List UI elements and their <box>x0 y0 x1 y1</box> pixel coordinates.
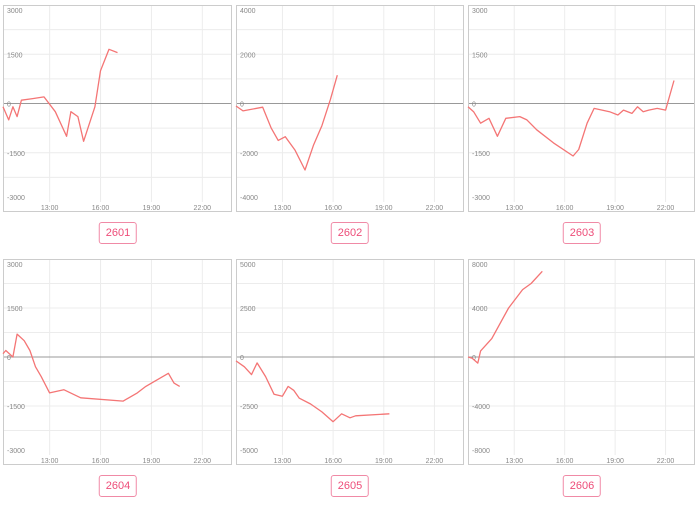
y-tick-label: 1500 <box>472 52 488 59</box>
x-tick-label: 13:00 <box>505 205 523 212</box>
series-line <box>235 75 338 171</box>
x-tick-label: 22:00 <box>194 458 212 465</box>
series-line <box>2 333 181 402</box>
y-tick-label: 0 <box>240 355 244 362</box>
y-tick-label: 4000 <box>472 306 488 313</box>
y-tick-label: 1500 <box>7 52 23 59</box>
chart-panel: 4000 2000 0 -2000 -4000 13:00 16:00 19:00 22:00 <box>235 5 464 212</box>
y-tick-label: 8000 <box>472 262 488 269</box>
y-tick-label: -2500 <box>240 404 258 411</box>
x-tick-label: 16:00 <box>556 205 574 212</box>
y-tick-label: 5000 <box>240 262 256 269</box>
line-chart: 4000 2000 0 -2000 -4000 13:00 16:00 19:00 22:00 <box>235 5 464 212</box>
chart-frame <box>236 259 464 465</box>
y-tick-label: -4000 <box>472 404 490 411</box>
chart-label-button[interactable]: 2606 <box>562 475 602 497</box>
chart-panel: 3000 1500 0 -1500 -3000 13:00 16:00 19:00 22:00 <box>467 5 695 212</box>
y-tick-label: 0 <box>7 355 11 362</box>
line-chart: 3000 1500 0 -1500 -3000 13:00 16:00 19:00 22:00 <box>467 5 695 212</box>
y-tick-label: -4000 <box>240 195 258 202</box>
line-chart: 8000 4000 0 -4000 -8000 13:00 16:00 19:00 22:00 <box>467 259 695 465</box>
y-tick-label: 3000 <box>7 8 23 15</box>
x-tick-label: 19:00 <box>143 205 161 212</box>
x-tick-label: 22:00 <box>657 205 675 212</box>
y-tick-label: -3000 <box>7 448 25 455</box>
chart-frame <box>468 5 695 212</box>
series-line <box>467 80 675 157</box>
line-chart: 3000 1500 0 -1500 -3000 13:00 16:00 19:00 22:00 <box>2 259 232 465</box>
chart-frame <box>3 259 232 465</box>
x-tick-label: 19:00 <box>375 205 393 212</box>
line-chart: 3000 1500 0 -1500 -3000 13:00 16:00 19:00 22:00 <box>2 5 232 212</box>
x-tick-label: 13:00 <box>274 205 292 212</box>
x-tick-label: 22:00 <box>426 458 444 465</box>
chart-frame <box>3 5 232 212</box>
chart-label-button[interactable]: 2601 <box>98 222 138 244</box>
series-line <box>2 48 118 142</box>
y-tick-label: 3000 <box>472 8 488 15</box>
y-tick-label: 3000 <box>7 262 23 269</box>
x-tick-label: 22:00 <box>194 205 212 212</box>
x-tick-label: 22:00 <box>426 205 444 212</box>
chart-frame <box>236 5 464 212</box>
chart-panel: 5000 2500 0 -2500 -5000 13:00 16:00 19:00 22:00 <box>235 259 464 465</box>
x-tick-label: 13:00 <box>505 458 523 465</box>
y-tick-label: -3000 <box>7 195 25 202</box>
y-tick-label: -1500 <box>7 151 25 158</box>
y-tick-label: -8000 <box>472 448 490 455</box>
y-tick-label: -1500 <box>472 151 490 158</box>
chart-label-button[interactable]: 2602 <box>330 222 370 244</box>
chart-panel: 8000 4000 0 -4000 -8000 13:00 16:00 19:00 22:00 <box>467 259 695 465</box>
chart-label-button[interactable]: 2604 <box>98 475 138 497</box>
x-tick-label: 19:00 <box>606 205 624 212</box>
y-tick-label: -5000 <box>240 448 258 455</box>
chart-frame <box>468 259 695 465</box>
chart-panel: 3000 1500 0 -1500 -3000 13:00 16:00 19:00 22:00 <box>2 259 232 465</box>
x-tick-label: 19:00 <box>375 458 393 465</box>
series-line <box>467 270 543 364</box>
x-tick-label: 16:00 <box>92 205 110 212</box>
line-chart: 5000 2500 0 -2500 -5000 13:00 16:00 19:00 22:00 <box>235 259 464 465</box>
y-tick-label: 0 <box>240 102 244 109</box>
x-tick-label: 13:00 <box>41 458 59 465</box>
chart-panel: 3000 1500 0 -1500 -3000 13:00 16:00 19:00 22:00 <box>2 5 232 212</box>
x-tick-label: 13:00 <box>41 205 59 212</box>
series-line <box>235 360 390 423</box>
chart-label-button[interactable]: 2603 <box>562 222 602 244</box>
chart-label-button[interactable]: 2605 <box>330 475 370 497</box>
x-tick-label: 19:00 <box>606 458 624 465</box>
y-tick-label: -3000 <box>472 195 490 202</box>
y-tick-label: 4000 <box>240 8 256 15</box>
x-tick-label: 13:00 <box>274 458 292 465</box>
y-tick-label: -1500 <box>7 404 25 411</box>
y-tick-label: 2000 <box>240 52 256 59</box>
x-tick-label: 22:00 <box>657 458 675 465</box>
x-tick-label: 16:00 <box>324 458 342 465</box>
x-tick-label: 16:00 <box>556 458 574 465</box>
y-tick-label: 2500 <box>240 306 256 313</box>
y-tick-label: 0 <box>472 102 476 109</box>
y-tick-label: 1500 <box>7 306 23 313</box>
y-tick-label: -2000 <box>240 151 258 158</box>
y-tick-label: 0 <box>472 355 476 362</box>
x-tick-label: 19:00 <box>143 458 161 465</box>
x-tick-label: 16:00 <box>324 205 342 212</box>
x-tick-label: 16:00 <box>92 458 110 465</box>
y-tick-label: 0 <box>7 102 11 109</box>
